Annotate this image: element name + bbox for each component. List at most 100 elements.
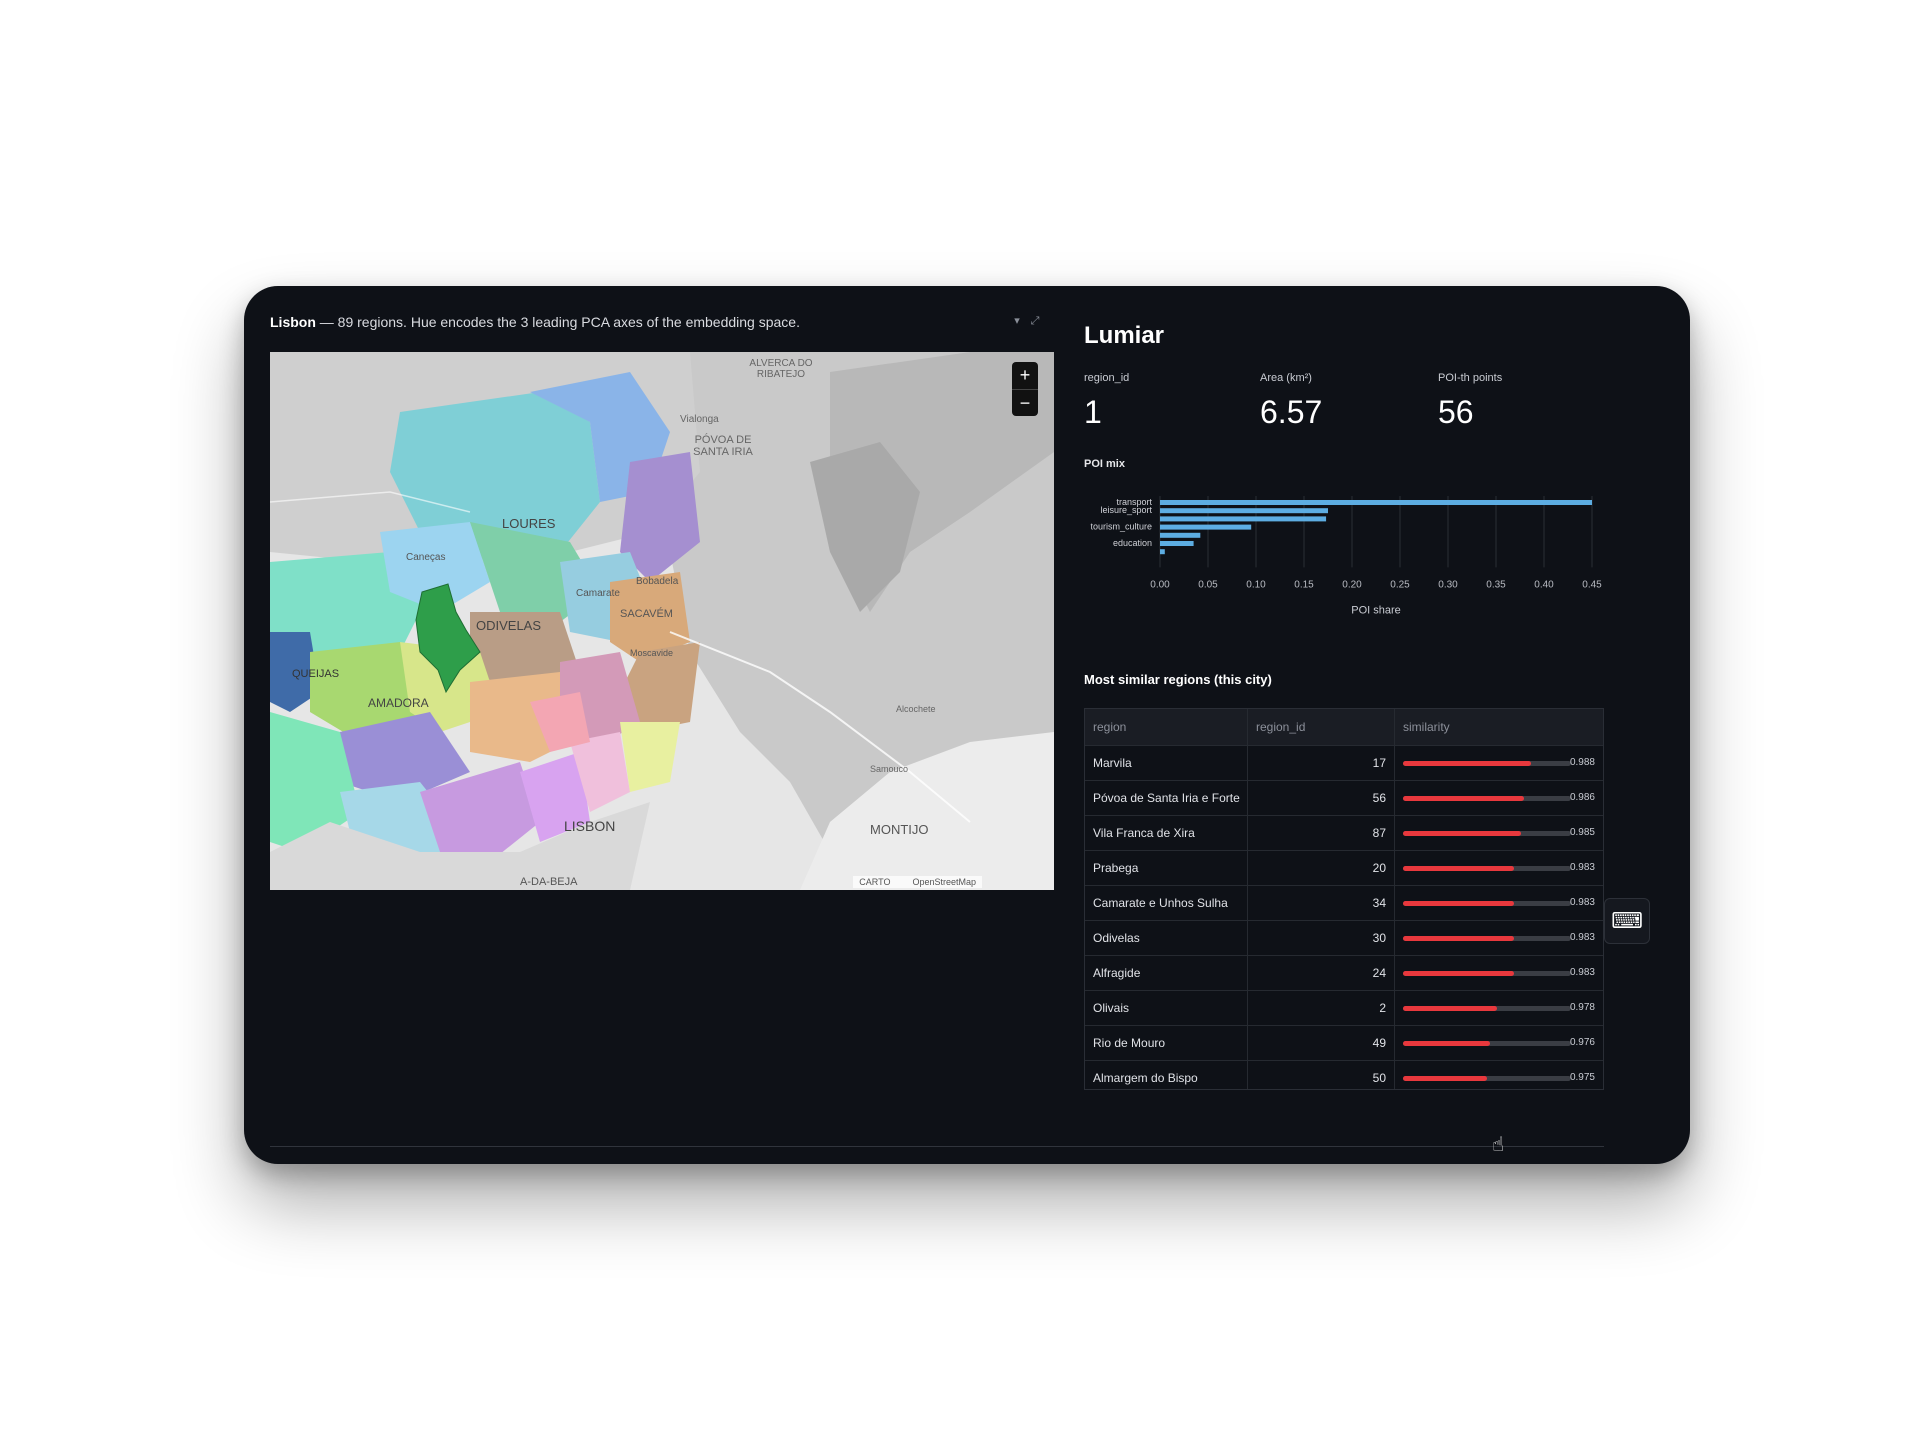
place-label: Samouco	[870, 764, 909, 774]
download-icon[interactable]: ▾	[1014, 315, 1020, 327]
similarity-bar	[1403, 936, 1514, 941]
column-header-region-id[interactable]: region_id	[1248, 709, 1395, 745]
table-row[interactable]: Vila Franca de Xira 87 0.985	[1085, 815, 1603, 850]
x-tick-label: 0.35	[1486, 579, 1506, 590]
poi-bar[interactable]	[1160, 524, 1252, 530]
zoom-out-button[interactable]: −	[1012, 389, 1038, 416]
table-row[interactable]: Alfragide 24 0.983	[1085, 955, 1603, 990]
map-canvas	[270, 352, 1054, 890]
table-row[interactable]: Prabega 20 0.983	[1085, 850, 1603, 885]
similarity-value: 0.983	[1569, 932, 1595, 943]
x-tick-label: 0.45	[1582, 579, 1602, 590]
metric-label: Area (km²)	[1260, 372, 1312, 384]
map-zoom-control: + −	[1012, 362, 1038, 416]
table-row[interactable]: Odivelas 30 0.983	[1085, 920, 1603, 955]
metric-area: Area (km²) 6.57	[1260, 372, 1322, 431]
similarity-value: 0.975	[1569, 1072, 1595, 1083]
similarity-bar-track	[1403, 971, 1571, 976]
similarity-bar	[1403, 1076, 1487, 1081]
cell-similarity: 0.983	[1395, 886, 1603, 920]
similarity-bar	[1403, 901, 1514, 906]
place-label: LISBON	[564, 818, 616, 834]
similarity-bar-track	[1403, 1006, 1571, 1011]
similarity-bar	[1403, 831, 1521, 836]
poi-bar[interactable]	[1160, 532, 1201, 538]
similarity-bar	[1403, 1006, 1498, 1011]
fullscreen-icon[interactable]: ⤢	[1030, 315, 1040, 327]
similarity-bar	[1403, 761, 1531, 766]
cell-region: Rio de Mouro	[1085, 1026, 1248, 1060]
poi-bar[interactable]	[1160, 549, 1165, 555]
cell-similarity: 0.986	[1395, 781, 1603, 815]
poi-bar[interactable]	[1160, 500, 1592, 505]
cell-region: Marvila	[1085, 746, 1248, 780]
x-axis-label: POI share	[1351, 604, 1401, 616]
similarity-value: 0.983	[1569, 967, 1595, 978]
similarity-bar-track	[1403, 1041, 1571, 1046]
metric-value: 56	[1438, 394, 1474, 430]
map-attribution: CARTO OpenStreetMap	[853, 876, 982, 888]
region-title: Lumiar	[1084, 322, 1165, 349]
x-tick-label: 0.05	[1198, 579, 1218, 590]
place-label: Camarate	[576, 588, 620, 599]
cell-region: Prabega	[1085, 851, 1248, 885]
table-row[interactable]: Camarate e Unhos Sulha 34 0.983	[1085, 885, 1603, 920]
metric-value: 1	[1084, 394, 1102, 430]
attribution-osm[interactable]: OpenStreetMap	[912, 877, 976, 887]
cell-region-id: 17	[1248, 746, 1395, 780]
place-label: QUEIJAS	[292, 668, 340, 680]
attribution-carto[interactable]: CARTO	[859, 877, 891, 887]
cell-region-id: 30	[1248, 921, 1395, 955]
place-label: AMADORA	[368, 696, 429, 710]
place-label: MONTIJO	[870, 822, 929, 837]
poi-bar[interactable]	[1160, 508, 1328, 514]
y-category-label: education	[1113, 538, 1152, 548]
table-row[interactable]: Póvoa de Santa Iria e Forte 56 0.986	[1085, 780, 1603, 815]
y-category-label: transport	[1116, 497, 1152, 507]
table-row[interactable]: Almargem do Bispo 50 0.975	[1085, 1060, 1603, 1089]
cell-region-id: 24	[1248, 956, 1395, 990]
place-label: PÓVOA DE SANTA IRIA	[693, 434, 753, 458]
cell-similarity: 0.988	[1395, 746, 1603, 780]
app-window: Lisbon — 89 regions. Hue encodes the 3 l…	[244, 286, 1690, 1164]
poi-bar[interactable]	[1160, 516, 1327, 522]
poi-mix-label: POI mix	[1084, 458, 1125, 470]
cell-region-id: 20	[1248, 851, 1395, 885]
poi-bar[interactable]	[1160, 541, 1194, 546]
region-map[interactable]: LOURES ODIVELAS AMADORA LISBON MONTIJO A…	[270, 352, 1054, 890]
table-row[interactable]: Rio de Mouro 49 0.976	[1085, 1025, 1603, 1060]
similarity-bar	[1403, 1041, 1491, 1046]
cell-similarity: 0.983	[1395, 921, 1603, 955]
cell-region-id: 34	[1248, 886, 1395, 920]
cell-region: Alfragide	[1085, 956, 1248, 990]
column-header-region[interactable]: region	[1085, 709, 1248, 745]
map-caption: Lisbon — 89 regions. Hue encodes the 3 l…	[270, 314, 800, 330]
similarity-value: 0.978	[1569, 1002, 1595, 1013]
cell-similarity: 0.975	[1395, 1061, 1603, 1089]
x-tick-label: 0.10	[1246, 579, 1266, 590]
map-caption-text: — 89 regions. Hue encodes the 3 leading …	[315, 314, 800, 330]
similarity-bar-track	[1403, 796, 1571, 801]
cell-region: Odivelas	[1085, 921, 1248, 955]
column-header-similarity[interactable]: similarity	[1403, 720, 1450, 734]
similarity-value: 0.983	[1569, 897, 1595, 908]
place-label: ALVERCA DO RIBATEJO	[749, 358, 813, 380]
place-label: Caneças	[406, 552, 446, 563]
similarity-value: 0.985	[1569, 827, 1595, 838]
place-label: SACAVÉM	[620, 608, 673, 620]
terminal-icon[interactable]: ⌨	[1604, 898, 1650, 944]
metric-label: region_id	[1084, 372, 1130, 384]
zoom-in-button[interactable]: +	[1019, 365, 1031, 385]
place-label: ODIVELAS	[476, 618, 542, 633]
similarity-bar-track	[1403, 901, 1571, 906]
place-label: Alcochete	[896, 704, 936, 714]
cell-region-id: 56	[1248, 781, 1395, 815]
similarity-value: 0.983	[1569, 862, 1595, 873]
x-tick-label: 0.00	[1150, 579, 1170, 590]
table-row[interactable]: Olivais 2 0.978	[1085, 990, 1603, 1025]
similar-regions-table: region region_id similarity Marvila 17 0.9…	[1084, 708, 1604, 1090]
similarity-bar-track	[1403, 761, 1571, 766]
cell-similarity: 0.976	[1395, 1026, 1603, 1060]
table-row[interactable]: Marvila 17 0.988	[1085, 745, 1603, 780]
cell-similarity: 0.983	[1395, 851, 1603, 885]
